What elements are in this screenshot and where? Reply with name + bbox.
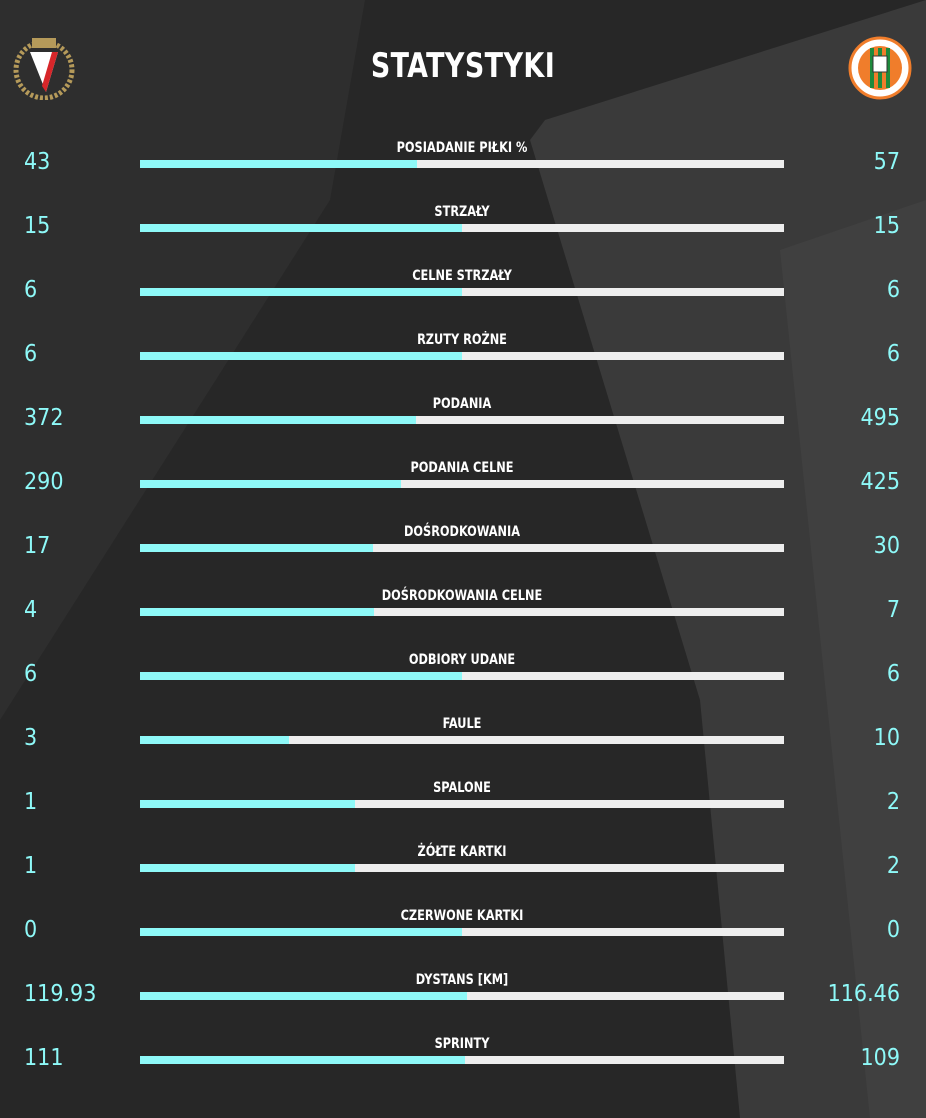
home-share-fill [140, 224, 462, 232]
away-value: 116.46 [827, 981, 900, 1007]
stat-row: 6 RZUTY ROŻNE 6 [0, 332, 926, 404]
home-value: 1 [24, 853, 38, 879]
home-value: 6 [24, 661, 38, 687]
home-value: 6 [24, 341, 38, 367]
stat-label: POSIADANIE PIŁKI % [396, 140, 528, 156]
home-value: 111 [24, 1045, 64, 1071]
stat-row: 372 PODANIA 495 [0, 396, 926, 468]
away-value: 0 [886, 917, 900, 943]
stat-bar [140, 480, 784, 488]
stat-bar [140, 672, 784, 680]
stat-row: 0 CZERWONE KARTKI 0 [0, 908, 926, 980]
away-value: 6 [886, 341, 900, 367]
home-team-logo [13, 38, 75, 100]
stat-bar [140, 160, 784, 168]
home-share-fill [140, 672, 462, 680]
home-share-fill [140, 416, 417, 424]
away-value: 6 [886, 277, 900, 303]
away-value: 109 [860, 1045, 901, 1071]
stat-label: SPRINTY [434, 1036, 490, 1052]
stat-row: 4 DOŚRODKOWANIA CELNE 7 [0, 588, 926, 660]
stat-row: 43 POSIADANIE PIŁKI % 57 [0, 140, 926, 212]
home-share-fill [140, 736, 289, 744]
home-value: 3 [24, 725, 38, 751]
stat-row: 3 FAULE 10 [0, 716, 926, 788]
stat-row: 6 ODBIORY UDANE 6 [0, 652, 926, 724]
away-value: 15 [873, 213, 900, 239]
stat-label: PODANIA [432, 396, 492, 412]
stat-label: DYSTANS [KM] [415, 972, 509, 988]
home-value: 119.93 [24, 981, 97, 1007]
home-share-fill [140, 864, 355, 872]
stat-row: 1 ŻÓŁTE KARTKI 2 [0, 844, 926, 916]
stat-label: DOŚRODKOWANIA [403, 524, 521, 540]
home-value: 43 [24, 149, 51, 175]
stat-label: RZUTY ROŻNE [417, 332, 507, 348]
stat-label: ODBIORY UDANE [408, 652, 516, 668]
home-share-fill [140, 800, 355, 808]
home-value: 372 [24, 405, 64, 431]
home-share-fill [140, 608, 375, 616]
stat-bar [140, 1056, 784, 1064]
away-value: 10 [873, 725, 900, 751]
away-value: 30 [873, 533, 900, 559]
stat-label: PODANIA CELNE [410, 460, 514, 476]
stat-label: STRZAŁY [434, 204, 490, 220]
home-share-fill [140, 352, 462, 360]
page-title: STATYSTYKI [370, 46, 556, 86]
home-share-fill [140, 480, 402, 488]
stat-row: 6 CELNE STRZAŁY 6 [0, 268, 926, 340]
stat-bar [140, 608, 784, 616]
stat-label: CZERWONE KARTKI [400, 908, 524, 924]
home-value: 15 [24, 213, 51, 239]
away-value: 2 [886, 853, 900, 879]
stat-row: 119.93 DYSTANS [KM] 116.46 [0, 972, 926, 1044]
stat-bar [140, 864, 784, 872]
stat-row: 17 DOŚRODKOWANIA 30 [0, 524, 926, 596]
home-share-fill [140, 1056, 465, 1064]
home-share-fill [140, 992, 467, 1000]
stat-bar [140, 736, 784, 744]
stat-bar [140, 992, 784, 1000]
stat-bar [140, 288, 784, 296]
stat-row: 1 SPALONE 2 [0, 780, 926, 852]
home-share-fill [140, 544, 373, 552]
away-value: 495 [860, 405, 901, 431]
stat-bar [140, 224, 784, 232]
away-value: 7 [886, 597, 900, 623]
home-value: 6 [24, 277, 38, 303]
stat-bar [140, 928, 784, 936]
stat-row: 111 SPRINTY 109 [0, 1036, 926, 1108]
stat-bar [140, 352, 784, 360]
home-share-fill [140, 160, 417, 168]
away-value: 6 [886, 661, 900, 687]
stat-row: 290 PODANIA CELNE 425 [0, 460, 926, 532]
stat-bar [140, 416, 784, 424]
home-value: 17 [24, 533, 51, 559]
stat-bar [140, 800, 784, 808]
away-value: 425 [860, 469, 901, 495]
home-share-fill [140, 288, 462, 296]
home-value: 1 [24, 789, 38, 815]
home-value: 290 [24, 469, 64, 495]
stat-label: CELNE STRZAŁY [412, 268, 512, 284]
home-value: 4 [24, 597, 38, 623]
away-value: 57 [873, 149, 900, 175]
away-team-logo [848, 36, 912, 100]
stat-label: SPALONE [433, 780, 491, 796]
away-value: 2 [886, 789, 900, 815]
stat-label: FAULE [442, 716, 482, 732]
home-value: 0 [24, 917, 38, 943]
home-share-fill [140, 928, 462, 936]
stat-label: DOŚRODKOWANIA CELNE [381, 588, 543, 604]
stat-bar [140, 544, 784, 552]
stat-label: ŻÓŁTE KARTKI [417, 844, 507, 860]
stat-row: 15 STRZAŁY 15 [0, 204, 926, 276]
